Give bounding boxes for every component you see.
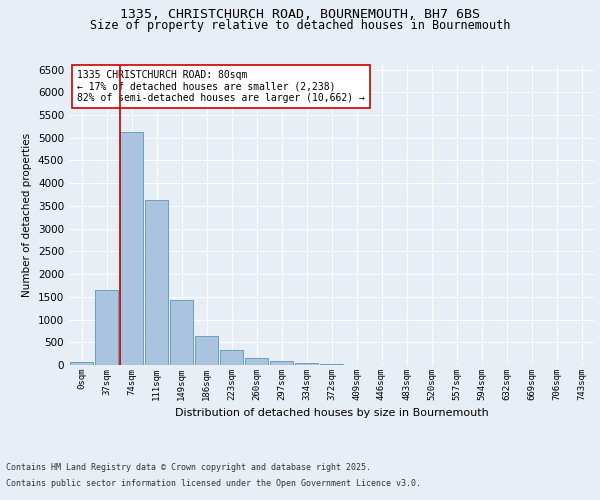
Bar (70, 362, 93, 365)
Bar (220, 350, 243, 365)
Text: 1335 CHRISTCHURCH ROAD: 80sqm
← 17% of detached houses are smaller (2,238)
82% o: 1335 CHRISTCHURCH ROAD: 80sqm ← 17% of d… (77, 70, 365, 102)
Text: 1335, CHRISTCHURCH ROAD, BOURNEMOUTH, BH7 6BS: 1335, CHRISTCHURCH ROAD, BOURNEMOUTH, BH… (120, 8, 480, 20)
Text: Size of property relative to detached houses in Bournemouth: Size of property relative to detached ho… (90, 18, 510, 32)
Bar (245, 358, 268, 365)
X-axis label: Distribution of detached houses by size in Bournemouth: Distribution of detached houses by size … (175, 408, 488, 418)
Text: Contains public sector information licensed under the Open Government Licence v3: Contains public sector information licen… (6, 478, 421, 488)
Bar (95, 290, 118, 365)
Bar (120, 132, 143, 365)
Bar (295, 362, 318, 365)
Bar (320, 364, 343, 365)
Y-axis label: Number of detached properties: Number of detached properties (22, 133, 32, 297)
Text: Contains HM Land Registry data © Crown copyright and database right 2025.: Contains HM Land Registry data © Crown c… (6, 464, 371, 472)
Bar (170, 300, 193, 365)
Bar (195, 336, 218, 365)
Bar (270, 361, 293, 365)
Bar (145, 200, 168, 365)
